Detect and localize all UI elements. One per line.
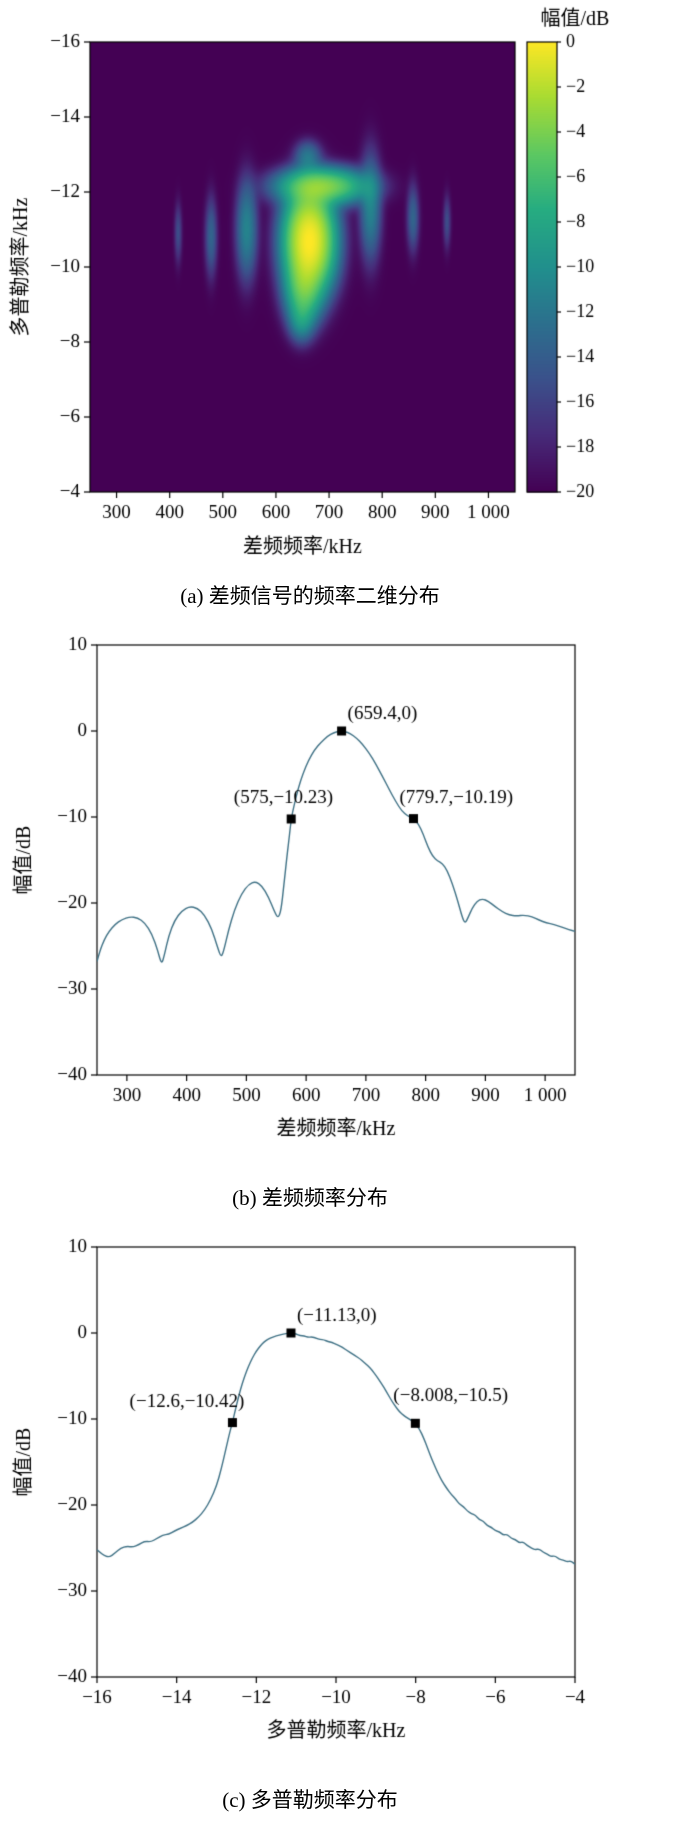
doppler-frequency-spectrum-chart — [0, 1222, 700, 1780]
caption-panel-c: (c) 多普勒频率分布 — [222, 1788, 398, 1812]
caption-panel-b: (b) 差频频率分布 — [232, 1186, 388, 1210]
panel-a: (a) 差频信号的频率二维分布 — [0, 4, 700, 620]
beat-frequency-spectrum-chart — [0, 620, 700, 1178]
caption-panel-a: (a) 差频信号的频率二维分布 — [180, 584, 440, 608]
panel-b: (b) 差频频率分布 — [0, 620, 700, 1222]
heatmap-beat-frequency-2d-chart — [0, 4, 700, 576]
panel-c: (c) 多普勒频率分布 — [0, 1222, 700, 1824]
